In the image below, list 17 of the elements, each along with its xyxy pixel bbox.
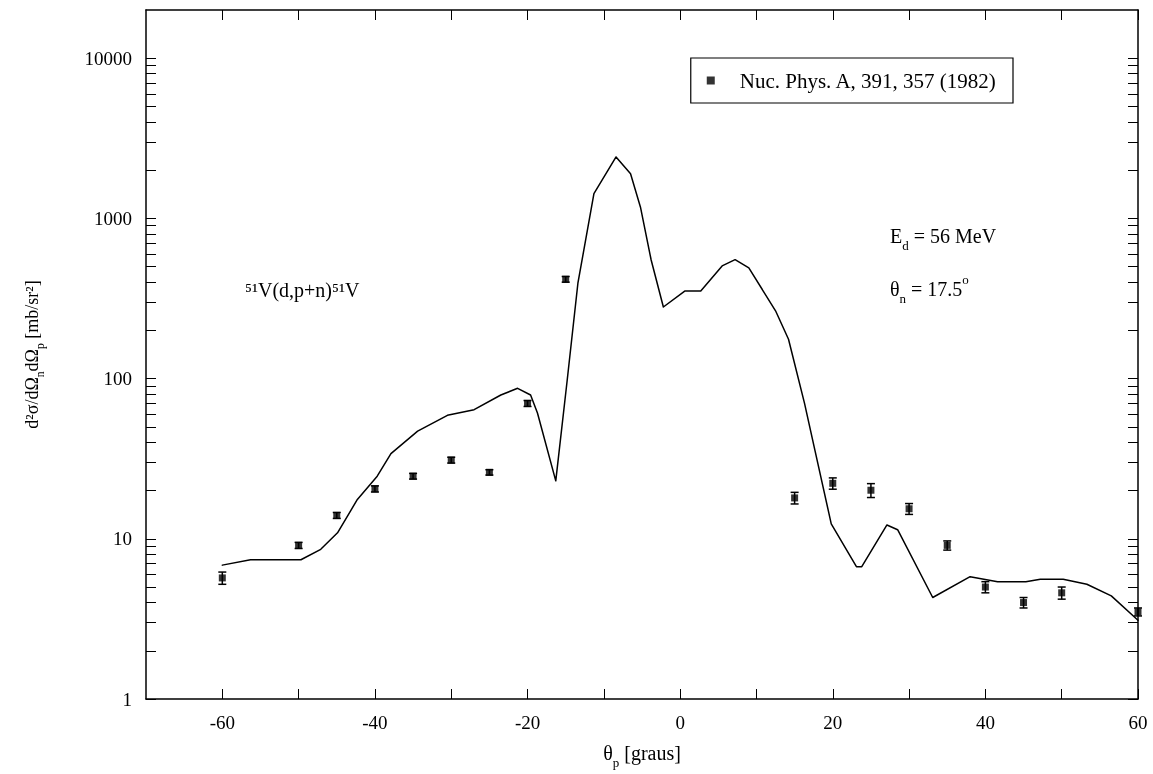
x-tick-label: -20: [514, 712, 541, 733]
x-tick-label: 40: [975, 712, 995, 733]
x-tick-label: 20: [823, 712, 843, 733]
y-tick-label: 1000: [94, 207, 132, 229]
y-tick-label: 100: [103, 368, 132, 390]
annotation: ⁵¹V(d,p+n)⁵¹V: [245, 279, 360, 302]
y-tick-label: 1: [122, 688, 132, 710]
x-tick-label: 60: [1128, 712, 1148, 733]
point: [867, 486, 875, 494]
y-tick-label: 10: [113, 528, 132, 550]
x-tick-label: 0: [675, 712, 685, 733]
y-tick-label: 10000: [84, 47, 132, 69]
point: [218, 574, 226, 582]
y-axis-title: d²σ/dΩndΩp [mb/sr²]: [21, 280, 47, 429]
legend-label: Nuc. Phys. A, 391, 357 (1982): [739, 68, 996, 93]
x-tick-label: -60: [209, 712, 235, 733]
x-tick-label: -40: [362, 712, 388, 733]
